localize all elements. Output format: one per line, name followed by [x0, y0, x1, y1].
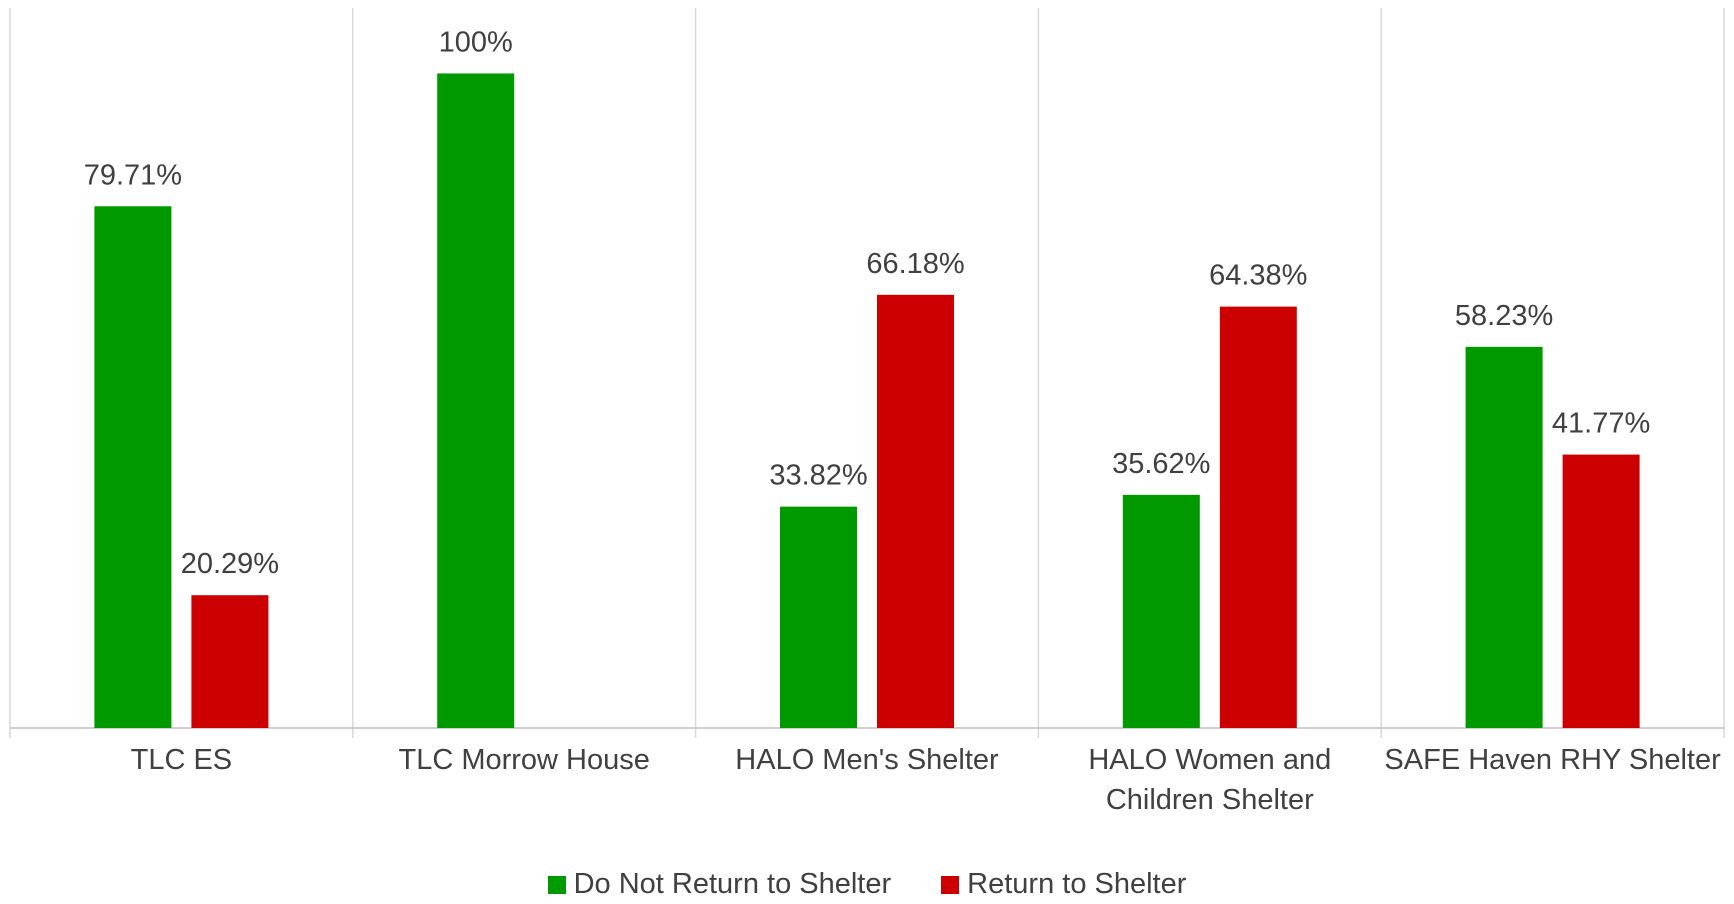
category-label: TLC Morrow House [398, 744, 650, 776]
data-label: 66.18% [866, 248, 964, 280]
legend-item-do-not-return: Do Not Return to Shelter [547, 868, 892, 901]
bar-return [1219, 306, 1297, 728]
bar-chart: 79.71% 20.29% 100% 33.82% 66.18% 35.62% 64.38%… [9, 8, 1725, 738]
bar-do-not-return [1465, 346, 1543, 728]
bar-do-not-return [1122, 494, 1200, 728]
data-label: 58.23% [1455, 300, 1553, 332]
bar-return [877, 294, 954, 728]
category-label: SAFE Haven RHY Shelter [1384, 744, 1721, 776]
data-label: 20.29% [181, 548, 279, 580]
legend-item-return: Return to Shelter [941, 868, 1186, 901]
data-label: 35.62% [1112, 448, 1210, 480]
data-label: 41.77% [1552, 408, 1650, 440]
bar-do-not-return [780, 506, 857, 728]
bar-do-not-return [437, 73, 515, 729]
legend: Do Not Return to Shelter Return to Shelt… [0, 868, 1734, 901]
bar-return [191, 595, 269, 728]
data-label: 79.71% [84, 159, 182, 191]
data-label: 33.82% [769, 460, 867, 492]
bar-return [1562, 454, 1640, 728]
legend-swatch-return [941, 875, 960, 894]
data-label: 64.38% [1209, 260, 1307, 292]
data-label: 100% [439, 26, 513, 58]
category-label: TLC ES [130, 744, 233, 776]
legend-label-do-not-return: Do Not Return to Shelter [573, 868, 892, 900]
legend-label-return: Return to Shelter [967, 868, 1187, 900]
legend-swatch-do-not-return [547, 875, 566, 894]
bar-do-not-return [94, 206, 172, 728]
category-label: HALO Men's Shelter [735, 744, 999, 776]
category-label: HALO Women and Children Shelter [1088, 744, 1332, 816]
